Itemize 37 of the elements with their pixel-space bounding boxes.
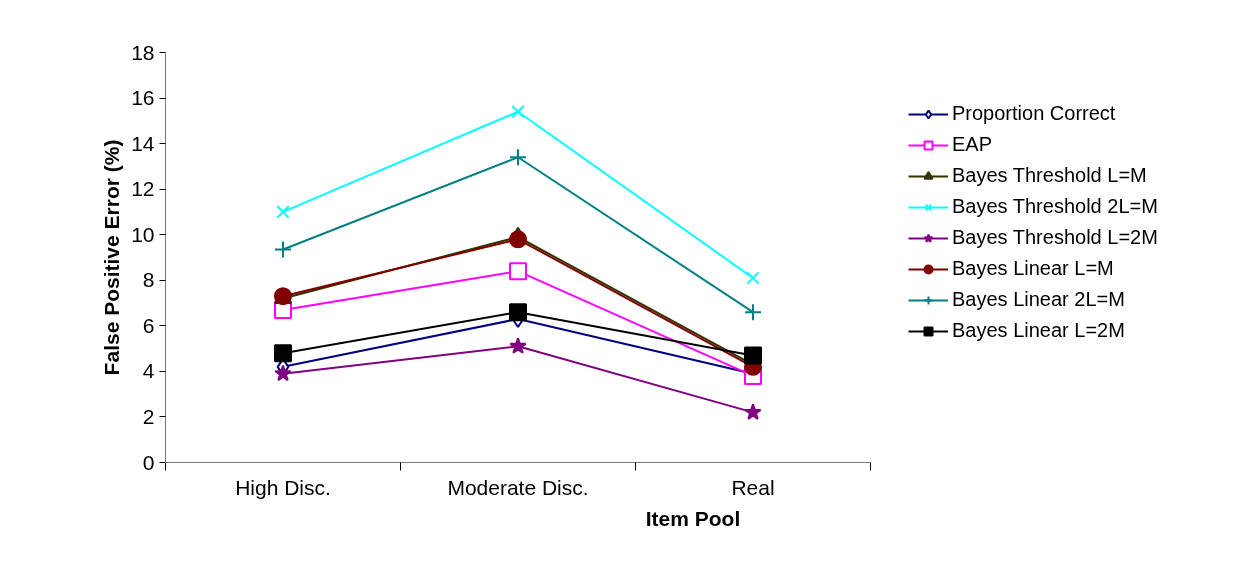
legend-label: Bayes Threshold L=2M <box>952 226 1158 249</box>
point <box>274 344 292 363</box>
point <box>511 105 525 119</box>
point <box>744 403 762 420</box>
point <box>509 230 527 249</box>
y-tick-label: 6 <box>142 313 155 337</box>
y-tick-label: 18 <box>131 40 155 64</box>
y-tick-label: 8 <box>142 268 155 292</box>
y-tick-label: 4 <box>142 359 155 383</box>
point <box>744 346 762 365</box>
y-tick-label: 10 <box>131 222 155 246</box>
point <box>509 148 527 167</box>
legend-label: Bayes Linear L=2M <box>952 319 1125 342</box>
point <box>274 364 292 382</box>
legend-label: Proportion Correct <box>952 102 1116 125</box>
y-tick-label: 16 <box>131 86 155 110</box>
point <box>509 337 527 354</box>
point <box>274 240 292 259</box>
y-tick-label: 12 <box>131 177 155 201</box>
y-tick-label: 0 <box>142 450 155 474</box>
legend-label: Bayes Linear 2L=M <box>952 288 1125 311</box>
point <box>746 271 760 285</box>
legend-label: EAP <box>952 133 993 156</box>
x-tick-label: High Disc. <box>235 475 331 499</box>
y-axis-title: False Positive Error (%) <box>100 139 124 376</box>
x-axis-title: Item Pool <box>645 506 741 530</box>
point <box>276 205 290 219</box>
x-tick-label: Real <box>731 475 775 499</box>
legend-label: Bayes Threshold L=M <box>952 164 1147 187</box>
point <box>509 303 527 322</box>
y-tick-label: 14 <box>131 131 155 155</box>
y-tick-label: 2 <box>142 404 155 428</box>
point <box>744 303 762 322</box>
x-tick-label: Moderate Disc. <box>447 475 589 499</box>
point <box>509 262 527 281</box>
legend-label: Bayes Threshold 2L=M <box>952 195 1158 218</box>
legend-label: Bayes Linear L=M <box>952 257 1114 280</box>
